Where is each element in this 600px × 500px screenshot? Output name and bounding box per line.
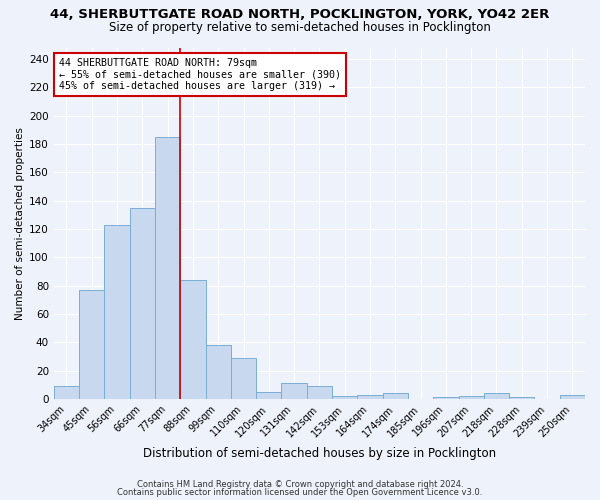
Bar: [458, 396, 484, 399]
Bar: [383, 393, 408, 399]
Bar: [155, 137, 180, 399]
Bar: [130, 208, 155, 399]
X-axis label: Distribution of semi-detached houses by size in Pocklington: Distribution of semi-detached houses by …: [143, 447, 496, 460]
Bar: [104, 224, 130, 399]
Text: Contains HM Land Registry data © Crown copyright and database right 2024.: Contains HM Land Registry data © Crown c…: [137, 480, 463, 489]
Bar: [484, 393, 509, 399]
Bar: [332, 396, 358, 399]
Bar: [256, 392, 281, 399]
Bar: [281, 384, 307, 399]
Bar: [180, 280, 206, 399]
Bar: [206, 345, 231, 399]
Text: Size of property relative to semi-detached houses in Pocklington: Size of property relative to semi-detach…: [109, 21, 491, 34]
Bar: [358, 394, 383, 399]
Text: 44, SHERBUTTGATE ROAD NORTH, POCKLINGTON, YORK, YO42 2ER: 44, SHERBUTTGATE ROAD NORTH, POCKLINGTON…: [50, 8, 550, 20]
Bar: [54, 386, 79, 399]
Text: Contains public sector information licensed under the Open Government Licence v3: Contains public sector information licen…: [118, 488, 482, 497]
Bar: [231, 358, 256, 399]
Bar: [433, 398, 458, 399]
Bar: [509, 398, 535, 399]
Bar: [79, 290, 104, 399]
Text: 44 SHERBUTTGATE ROAD NORTH: 79sqm
← 55% of semi-detached houses are smaller (390: 44 SHERBUTTGATE ROAD NORTH: 79sqm ← 55% …: [59, 58, 341, 91]
Bar: [307, 386, 332, 399]
Y-axis label: Number of semi-detached properties: Number of semi-detached properties: [15, 127, 25, 320]
Bar: [560, 394, 585, 399]
